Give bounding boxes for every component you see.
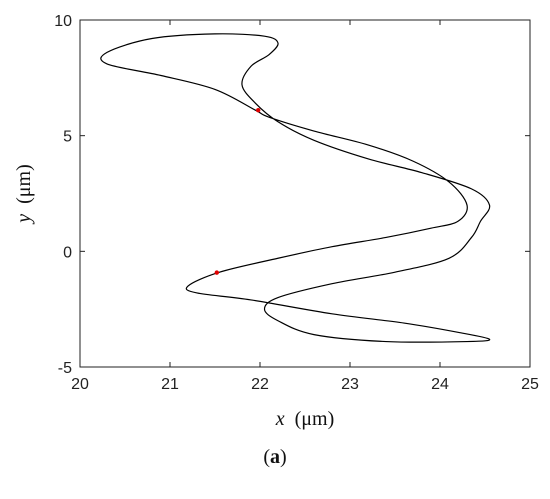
- x-axis-unit: (μm): [295, 408, 335, 430]
- x-tick-label: 23: [341, 376, 359, 393]
- x-tick-label: 20: [71, 376, 89, 393]
- y-tick-label: 10: [54, 13, 72, 30]
- trajectory-marker-point: [256, 108, 261, 113]
- x-tick-label: 24: [431, 376, 449, 393]
- y-axis-variable: y: [13, 214, 35, 225]
- plot-area-frame: [79, 19, 531, 368]
- panel-label-letter: a: [270, 446, 280, 468]
- y-tick-label: -5: [58, 360, 72, 377]
- x-tick-label: 22: [251, 376, 269, 393]
- y-axis-unit: (μm): [13, 164, 35, 204]
- tick-labels: 20 21 22 23 24 25 -5 0 5 10: [54, 13, 539, 393]
- x-tick-label: 25: [521, 376, 539, 393]
- chart-figure: 20 21 22 23 24 25 -5 0 5 10 x (μm) y (μm): [13, 13, 539, 430]
- x-tick-label: 21: [161, 376, 179, 393]
- x-axis-label: x (μm): [275, 408, 335, 430]
- y-tick-label: 0: [63, 244, 72, 261]
- axis-ticks: [79, 19, 531, 368]
- trajectory-marker-point: [214, 270, 219, 275]
- trajectory-line: [100, 33, 491, 343]
- y-tick-label: 5: [63, 129, 72, 146]
- x-axis-variable: x: [275, 408, 285, 430]
- panel-label: (a): [263, 446, 287, 468]
- y-axis-label: y (μm): [13, 164, 35, 225]
- trajectory-markers: [214, 108, 261, 275]
